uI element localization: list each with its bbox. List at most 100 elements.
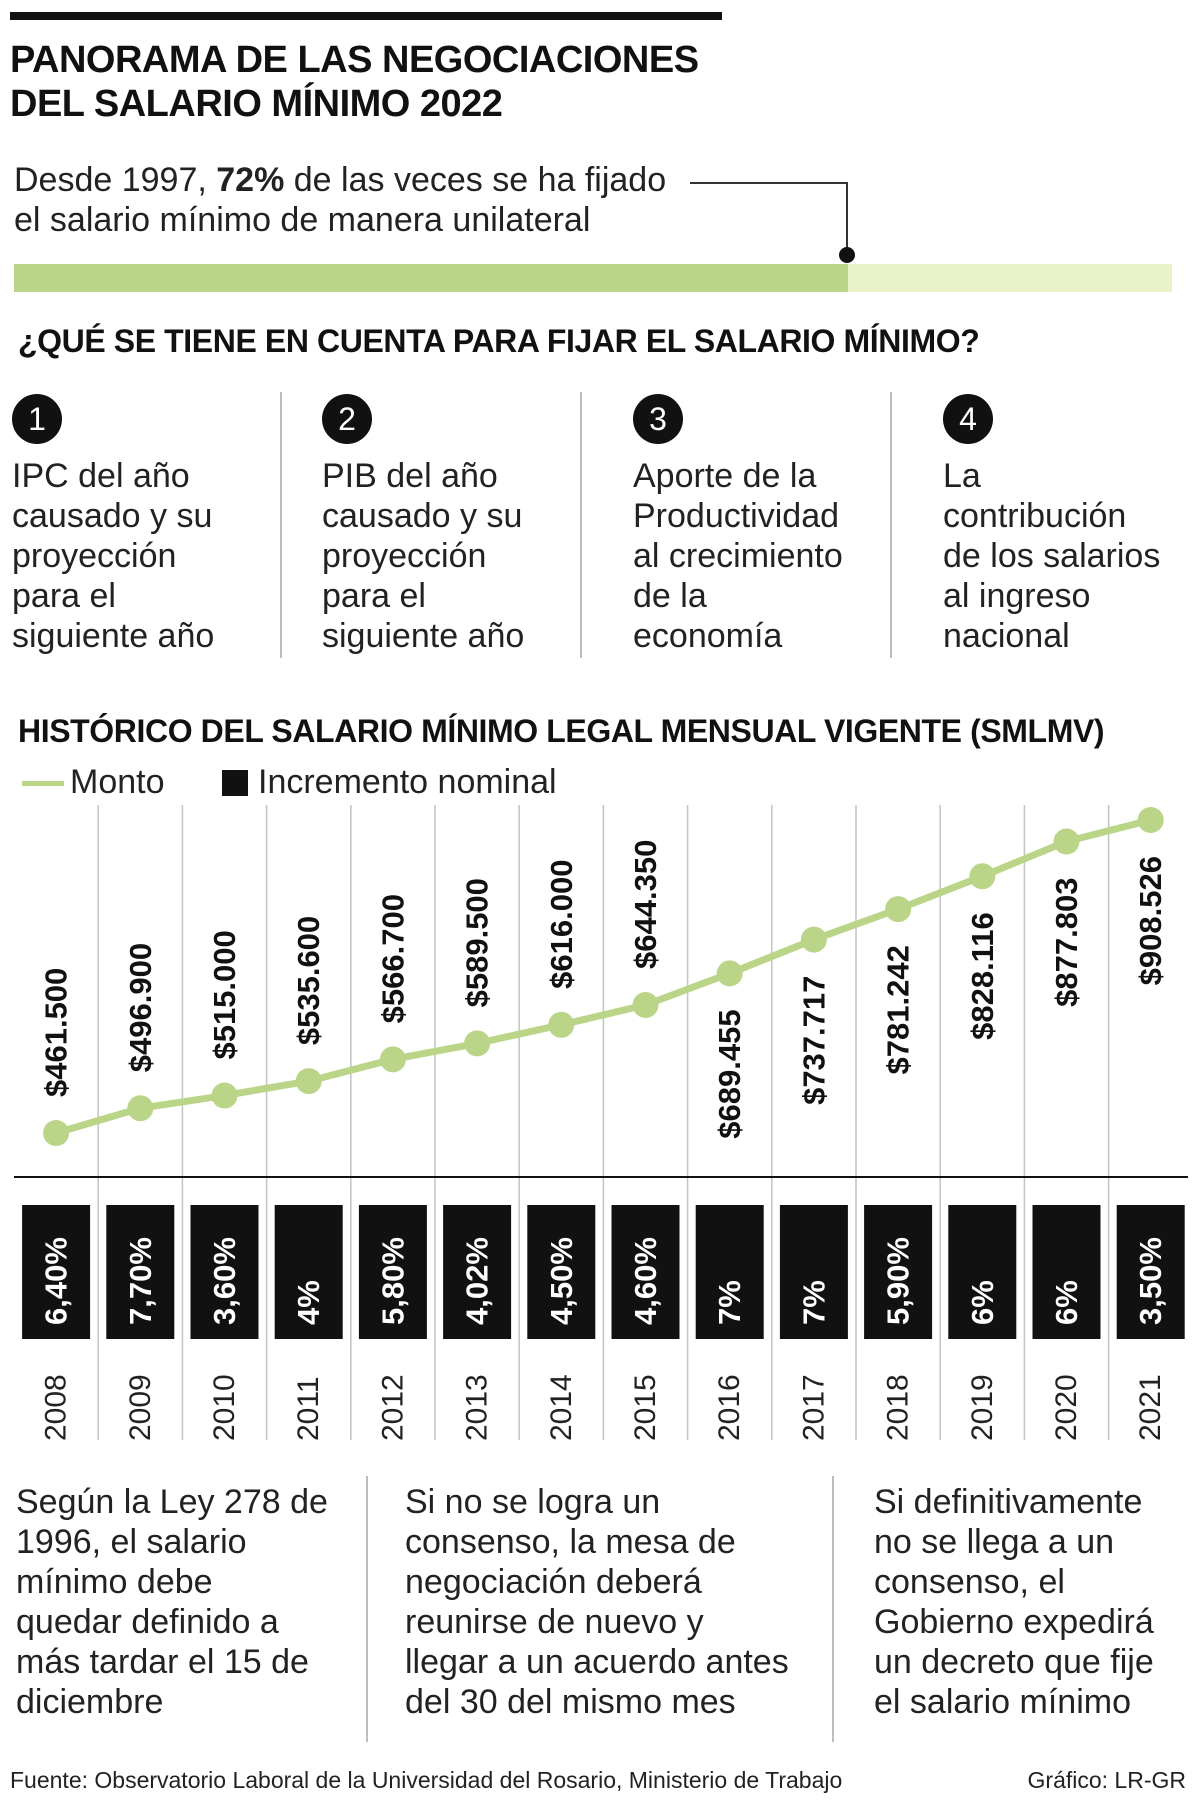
year-tick-label: 2015: [629, 1374, 662, 1441]
increment-label: 4,50%: [544, 1237, 579, 1325]
note-line: consenso, el: [874, 1563, 1065, 1601]
increment-box: [22, 1205, 91, 1339]
monto-value-label: $515.000: [207, 930, 242, 1059]
intro-text: Desde 1997, 72% de las veces se ha fijad…: [14, 160, 714, 240]
note-2: Si no se logra un consenso, la mesa de n…: [405, 1482, 835, 1722]
graphic-credit: Gráfico: LR-GR: [1027, 1767, 1186, 1793]
monto-line: [52, 816, 1155, 1137]
monto-value-label: $877.803: [1049, 878, 1084, 1007]
monto-value-label: $566.700: [375, 894, 410, 1023]
increment-label: 6%: [965, 1280, 1000, 1325]
year-tick-label: 2009: [124, 1374, 157, 1441]
factor-line: La: [943, 457, 981, 495]
factor-line: causado y su: [322, 497, 523, 535]
legend-label-incremento: Incremento nominal: [258, 763, 557, 801]
factor-line: proyección: [12, 537, 177, 575]
monto-point: [379, 1046, 406, 1073]
monto-point: [211, 1082, 238, 1109]
year-tick-label: 2016: [713, 1374, 746, 1441]
factor-line: nacional: [943, 617, 1070, 655]
monto-value-label: $689.455: [712, 1009, 747, 1138]
increment-label: 4%: [291, 1280, 326, 1325]
factor-text: IPC del año causado y su proyección para…: [12, 456, 282, 656]
factor-line: PIB del año: [322, 457, 498, 495]
legend-box-swatch: [222, 770, 248, 796]
increment-label: 7%: [796, 1280, 831, 1325]
factor-text: PIB del año causado y su proyección para…: [322, 456, 592, 656]
monto-point: [800, 926, 827, 953]
monto-point: [1053, 828, 1080, 855]
intro-highlight: 72%: [216, 161, 285, 199]
factor-line: proyección: [322, 537, 487, 575]
increment-label: 6,40%: [39, 1237, 74, 1325]
monto-point: [632, 991, 659, 1018]
note-3: Si definitivamente no se llega a un cons…: [874, 1482, 1194, 1722]
factor-line: contribución: [943, 497, 1127, 535]
year-tick-label: 2019: [966, 1374, 999, 1441]
monto-point: [969, 863, 996, 890]
increment-box: [864, 1205, 933, 1339]
year-tick-label: 2018: [882, 1374, 915, 1441]
year-tick-label: 2021: [1134, 1374, 1167, 1441]
connector-line: [690, 182, 848, 184]
salary-history-chart: $461.500 $496.900 $515.000 $535.600 $566.700…: [14, 805, 1188, 1441]
factor-line: de los salarios: [943, 537, 1161, 575]
intro-line-2: el salario mínimo de manera unilateral: [14, 201, 591, 239]
monto-value-label: $461.500: [39, 968, 74, 1097]
increment-label: 7,70%: [123, 1237, 158, 1325]
intro-text-after: de las veces se ha fijado: [284, 161, 667, 199]
monto-point: [295, 1068, 322, 1095]
note-line: no se llega a un: [874, 1523, 1115, 1561]
note-divider: [832, 1476, 834, 1742]
factor-line: IPC del año: [12, 457, 190, 495]
note-line: reunirse de nuevo y: [405, 1603, 704, 1641]
factor-divider: [890, 392, 892, 658]
note-line: Si definitivamente: [874, 1483, 1143, 1521]
monto-value-label: $737.717: [796, 976, 831, 1105]
factor-divider: [580, 392, 582, 658]
factors-heading: ¿QUÉ SE TIENE EN CUENTA PARA FIJAR EL SA…: [18, 323, 980, 359]
note-line: Si no se logra un: [405, 1483, 661, 1521]
year-tick-label: 2017: [797, 1374, 830, 1441]
year-tick-label: 2008: [40, 1374, 73, 1441]
note-line: llegar a un acuerdo antes: [405, 1643, 789, 1681]
title-line-1: PANORAMA DE LAS NEGOCIACIONES: [10, 39, 699, 81]
year-tick-label: 2020: [1050, 1374, 1083, 1441]
factor-divider: [280, 392, 282, 658]
monto-value-label: $616.000: [544, 860, 579, 989]
factor-number-badge: 2: [322, 394, 372, 444]
increment-box: [190, 1205, 259, 1339]
monto-value-label: $589.500: [460, 878, 495, 1007]
factor-1: 1 IPC del año causado y su proyección pa…: [12, 390, 292, 660]
top-rule: [10, 12, 722, 20]
factor-line: economía: [633, 617, 783, 655]
note-line: 1996, el salario: [16, 1523, 247, 1561]
increment-label: 5,90%: [881, 1237, 916, 1325]
increment-label: 7%: [712, 1280, 747, 1325]
increment-label: 3,50%: [1133, 1237, 1168, 1325]
factor-line: para el: [12, 577, 116, 615]
factor-line: Aporte de la: [633, 457, 817, 495]
factor-number-badge: 1: [12, 394, 62, 444]
increment-box: [274, 1205, 343, 1339]
increment-box: [948, 1205, 1017, 1339]
monto-point: [1137, 807, 1164, 833]
note-line: diciembre: [16, 1683, 164, 1721]
factor-line: Productividad: [633, 497, 840, 535]
history-heading: HISTÓRICO DEL SALARIO MÍNIMO LEGAL MENSU…: [18, 713, 1105, 749]
increment-label: 6%: [1049, 1280, 1084, 1325]
factor-3: 3 Aporte de la Productividad al crecimie…: [633, 390, 913, 660]
intro-text-before: Desde 1997,: [14, 161, 217, 199]
note-line: quedar definido a: [16, 1603, 279, 1641]
note-line: del 30 del mismo mes: [405, 1683, 736, 1721]
monto-point: [464, 1030, 491, 1057]
monto-point: [716, 960, 743, 987]
connector-dot: [839, 247, 855, 263]
legend-line-swatch: [22, 781, 64, 786]
increment-box: [358, 1205, 427, 1339]
factor-line: al crecimiento: [633, 537, 843, 575]
factor-line: siguiente año: [322, 617, 525, 655]
note-line: más tardar el 15 de: [16, 1643, 309, 1681]
year-tick-label: 2012: [376, 1374, 409, 1441]
increment-label: 4,02%: [460, 1237, 495, 1325]
